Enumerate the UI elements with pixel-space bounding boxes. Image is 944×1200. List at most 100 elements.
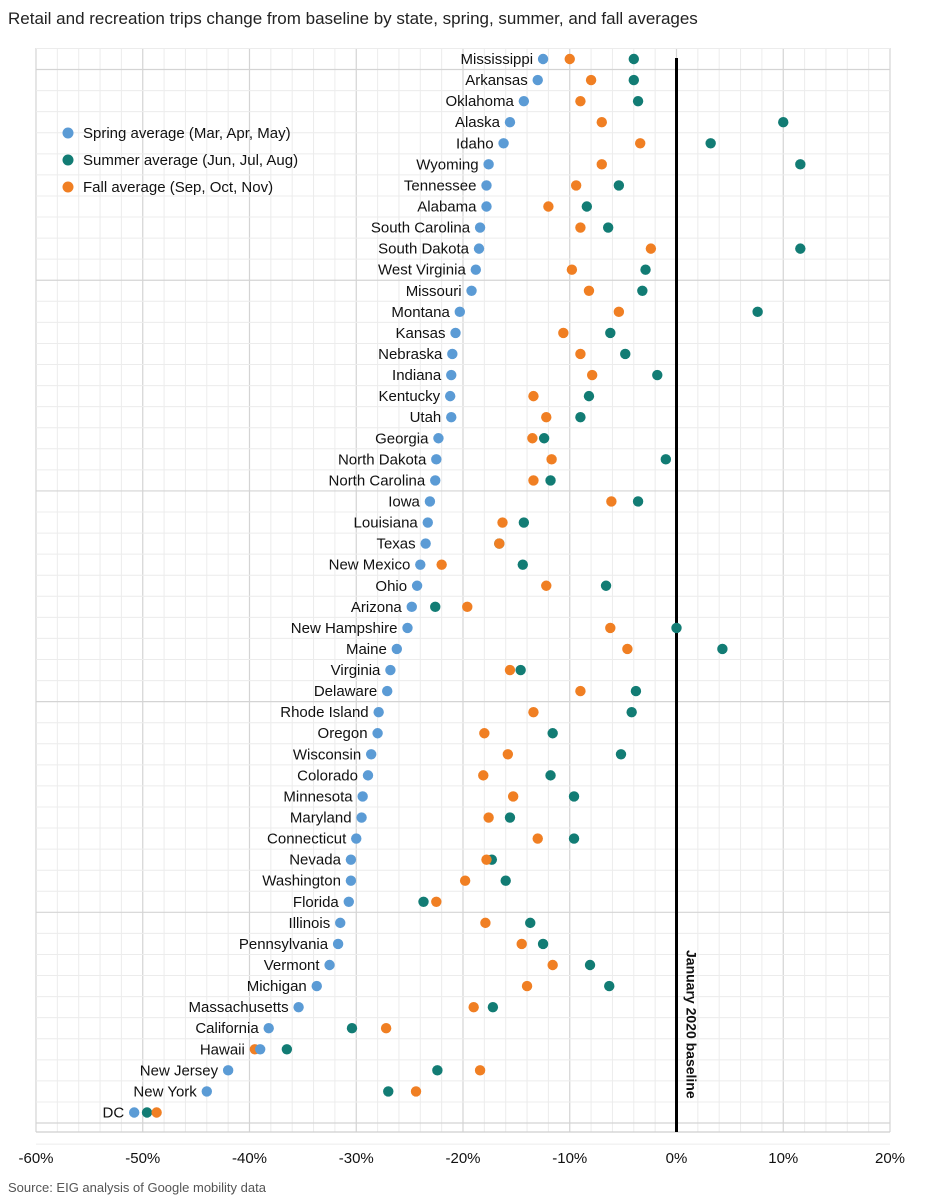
dot-fall [570,180,582,191]
dot-summer [637,285,648,296]
state-label: Wisconsin [293,746,361,763]
dot-summer [538,433,550,444]
state-label: Alaska [455,114,501,131]
dot-spring [433,433,444,444]
state-label: Vermont [264,957,321,974]
state-label: New York [133,1083,197,1100]
dot-summer [141,1107,153,1118]
state-label: DC [103,1105,125,1122]
dot-spring [254,1044,266,1055]
dot-spring [406,601,417,613]
dot-summer [515,664,526,676]
source-note: Source: EIG analysis of Google mobility … [8,1180,267,1195]
x-tick-label: 20% [875,1150,905,1167]
dot-fall [151,1107,162,1118]
state-label: Minnesota [283,788,353,805]
dot-fall [566,264,578,275]
dot-summer [581,201,593,212]
dot-fall [410,1086,422,1097]
state-label: Nebraska [378,346,443,363]
dot-fall [575,685,586,697]
dot-fall [586,369,598,381]
dot-spring [450,327,461,339]
dot-spring [201,1086,212,1097]
dot-summer [346,1023,358,1034]
dot-spring [356,812,367,823]
state-label: Ohio [375,578,407,595]
state-label: South Carolina [371,220,471,237]
state-label: Rhode Island [280,704,368,721]
state-label: Missouri [406,283,462,300]
dot-fall [613,306,625,318]
state-label: Alabama [417,198,477,215]
dot-spring [222,1065,234,1076]
dot-summer [418,896,429,907]
state-label: Illinois [289,915,331,932]
dot-summer [432,1065,443,1076]
dot-summer [537,938,549,950]
dot-summer [500,875,511,886]
dot-spring [481,201,492,212]
dot-spring [504,117,516,128]
dot-fall [480,917,491,929]
dot-fall [575,95,586,107]
dot-spring [430,475,441,486]
state-label: Texas [376,536,415,553]
dot-fall [575,348,586,360]
state-label: North Dakota [338,451,427,468]
dot-spring [335,917,346,929]
x-tick-label: -30% [339,1150,374,1167]
dot-spring [365,749,377,760]
x-axis-tick-labels: -60% -50% -40% -30% -20% -10% 0% 10% 20% [18,1150,905,1167]
dot-spring [345,875,357,886]
dot-fall [541,580,552,591]
dot-spring [481,180,492,191]
dot-fall [483,812,494,823]
dot-fall [528,390,539,402]
state-label: Tennessee [404,177,477,194]
dot-spring [454,306,465,318]
dot-fall [596,159,607,170]
dot-spring [324,959,335,971]
dot-spring [424,496,436,507]
dot-spring [129,1107,140,1118]
x-tick-label: -60% [18,1150,53,1167]
dot-spring [411,580,423,591]
dot-summer [583,390,595,402]
dot-fall [528,706,539,718]
state-label: Michigan [247,978,307,995]
dot-summer [752,306,763,318]
x-tick-label: -40% [232,1150,267,1167]
dot-fall [507,791,519,802]
dot-fall [504,664,516,676]
state-label: Oregon [318,725,368,742]
dot-summer [778,117,789,128]
dot-fall [459,875,471,886]
dot-summer [568,791,580,802]
dot-fall [494,538,505,549]
dot-fall [596,117,607,128]
dot-spring [446,369,457,381]
dot-summer [504,812,516,823]
dot-fall [474,1065,486,1076]
dot-spring [362,770,374,781]
legend-label-fall: Fall average (Sep, Oct, Nov) [83,179,273,196]
dot-spring [373,706,384,718]
dot-fall [516,938,527,950]
dot-fall [528,475,539,486]
dot-fall [481,854,492,865]
dot-summer [626,706,637,718]
dot-fall [541,411,552,423]
state-label: Massachusetts [189,999,289,1016]
x-tick-label: -20% [445,1150,480,1167]
dot-summer [620,348,631,360]
state-labels: Mississippi Arkansas Oklahoma Alaska Idaho Wy… [103,51,534,1122]
dot-summer [630,685,642,697]
state-label: Pennsylvania [239,936,329,953]
dot-spring [345,854,357,865]
dot-summer [705,138,716,149]
dot-summer [430,601,441,613]
dot-summer [281,1044,293,1055]
dot-fall [436,559,447,570]
